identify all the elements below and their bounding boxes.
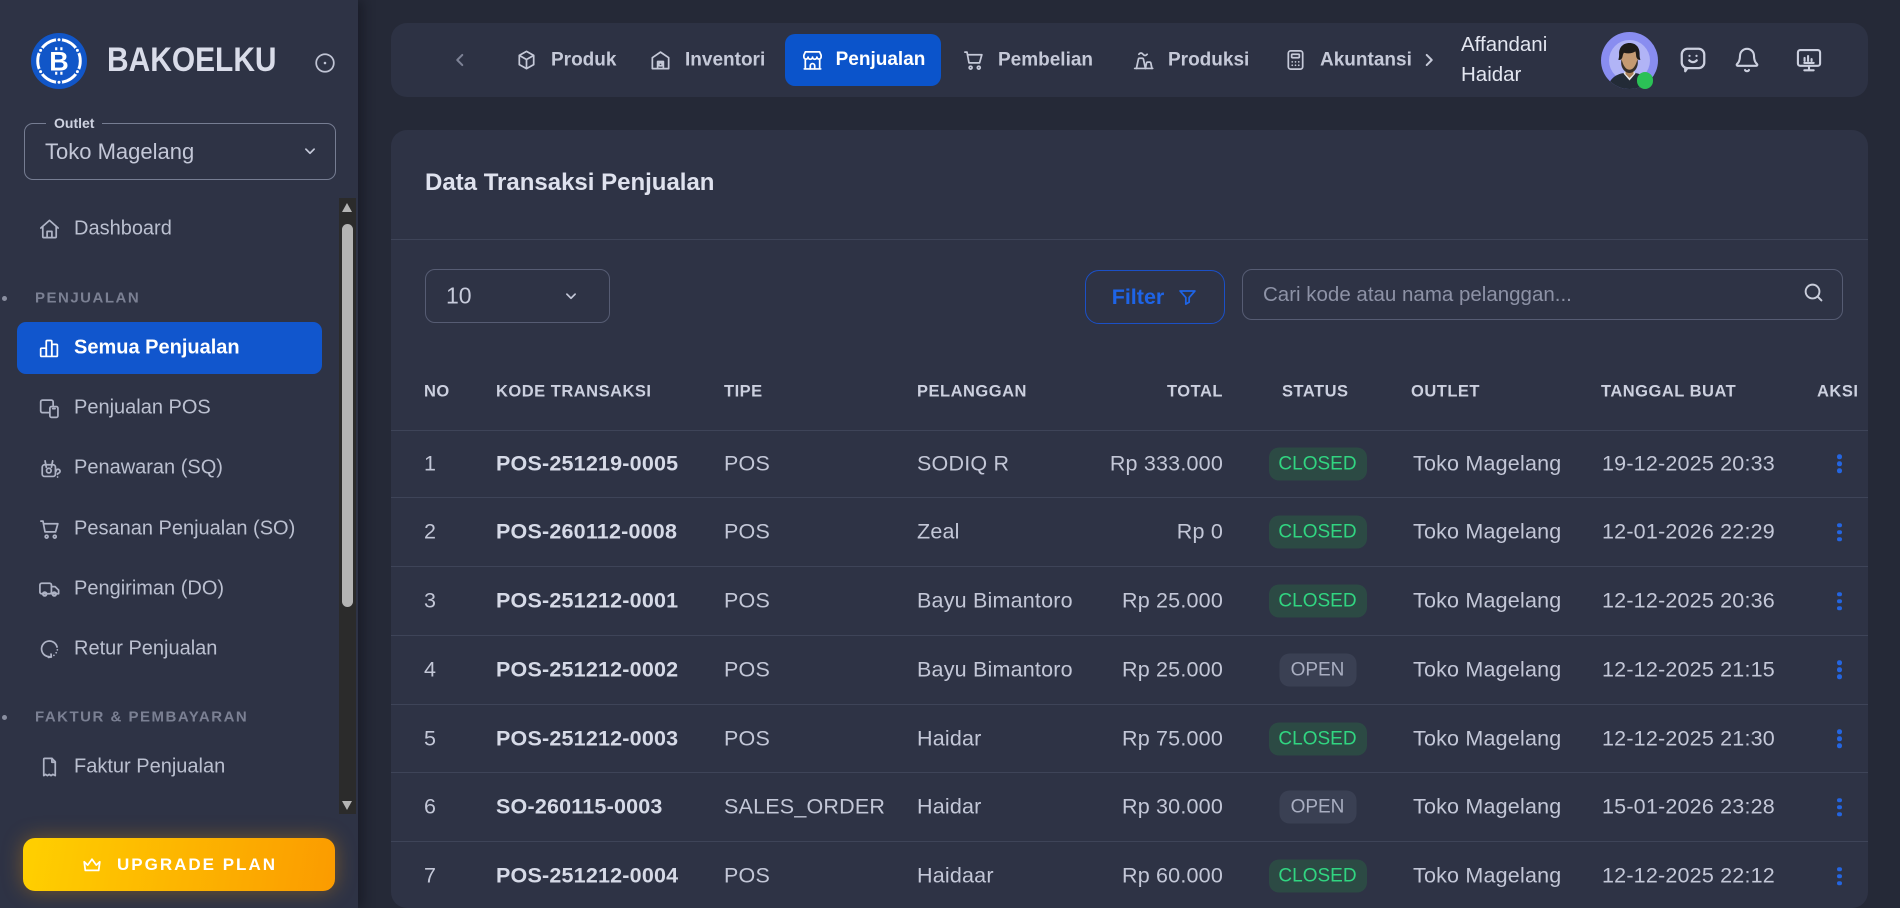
svg-text:B: B bbox=[49, 47, 69, 77]
